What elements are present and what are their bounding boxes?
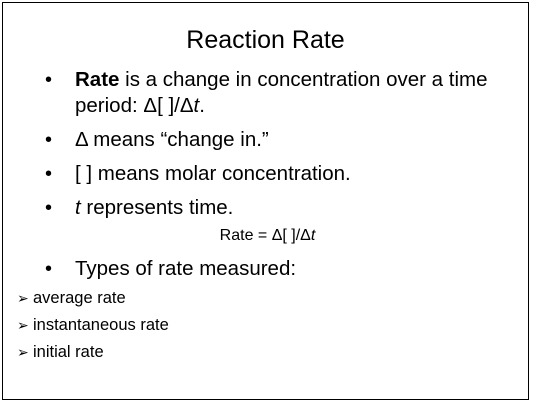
rate-type-item: ➢ average rate [17, 288, 169, 308]
brackets-meaning-text: [ ] means molar concentration. [75, 162, 351, 185]
bullet-time-meaning: • t represents time. [45, 195, 515, 221]
bullet-list: • Rate is a change in concentration over… [45, 67, 515, 229]
formula-prefix: Rate = Δ[ ]/Δ [219, 227, 311, 244]
rate-definition-t: t [193, 94, 200, 117]
arrow-bullet-icon: ➢ [17, 290, 29, 306]
bullet-rate-definition: • Rate is a change in concentration over… [45, 67, 515, 119]
rate-definition-period: . [199, 94, 205, 117]
term-rate: Rate [75, 68, 120, 91]
rate-definition-text: is a change in concentration over a time… [75, 68, 488, 117]
arrow-bullet-icon: ➢ [17, 317, 29, 333]
bullet-brackets-meaning: • [ ] means molar concentration. [45, 161, 515, 187]
rate-type-label: average rate [33, 289, 126, 307]
rate-type-item: ➢ instantaneous rate [17, 315, 169, 335]
bullet-dot-icon: • [45, 163, 53, 185]
delta-meaning-text: Δ means “change in.” [75, 128, 269, 151]
rate-type-label: initial rate [33, 343, 104, 361]
slide-title: Reaction Rate [186, 26, 345, 54]
slide: Reaction Rate • Rate is a change in conc… [2, 2, 529, 400]
rate-type-item: ➢ initial rate [17, 342, 169, 362]
rate-formula: Rate = Δ[ ]/Δt [3, 226, 528, 246]
bullet-dot-icon: • [45, 69, 53, 91]
bullet-types-heading: • Types of rate measured: [45, 256, 515, 282]
rate-type-label: instantaneous rate [33, 316, 169, 334]
bullet-dot-icon: • [45, 258, 53, 280]
bullet-delta-meaning: • Δ means “change in.” [45, 127, 515, 153]
rate-types-list: ➢ average rate ➢ instantaneous rate ➢ in… [17, 288, 169, 369]
bullet-dot-icon: • [45, 197, 53, 219]
time-meaning-t: t [75, 196, 81, 219]
arrow-bullet-icon: ➢ [17, 344, 29, 360]
formula-t: t [310, 227, 316, 244]
time-meaning-text: represents time. [80, 196, 234, 219]
types-heading-text: Types of rate measured: [75, 257, 297, 280]
bullet-dot-icon: • [45, 129, 53, 151]
